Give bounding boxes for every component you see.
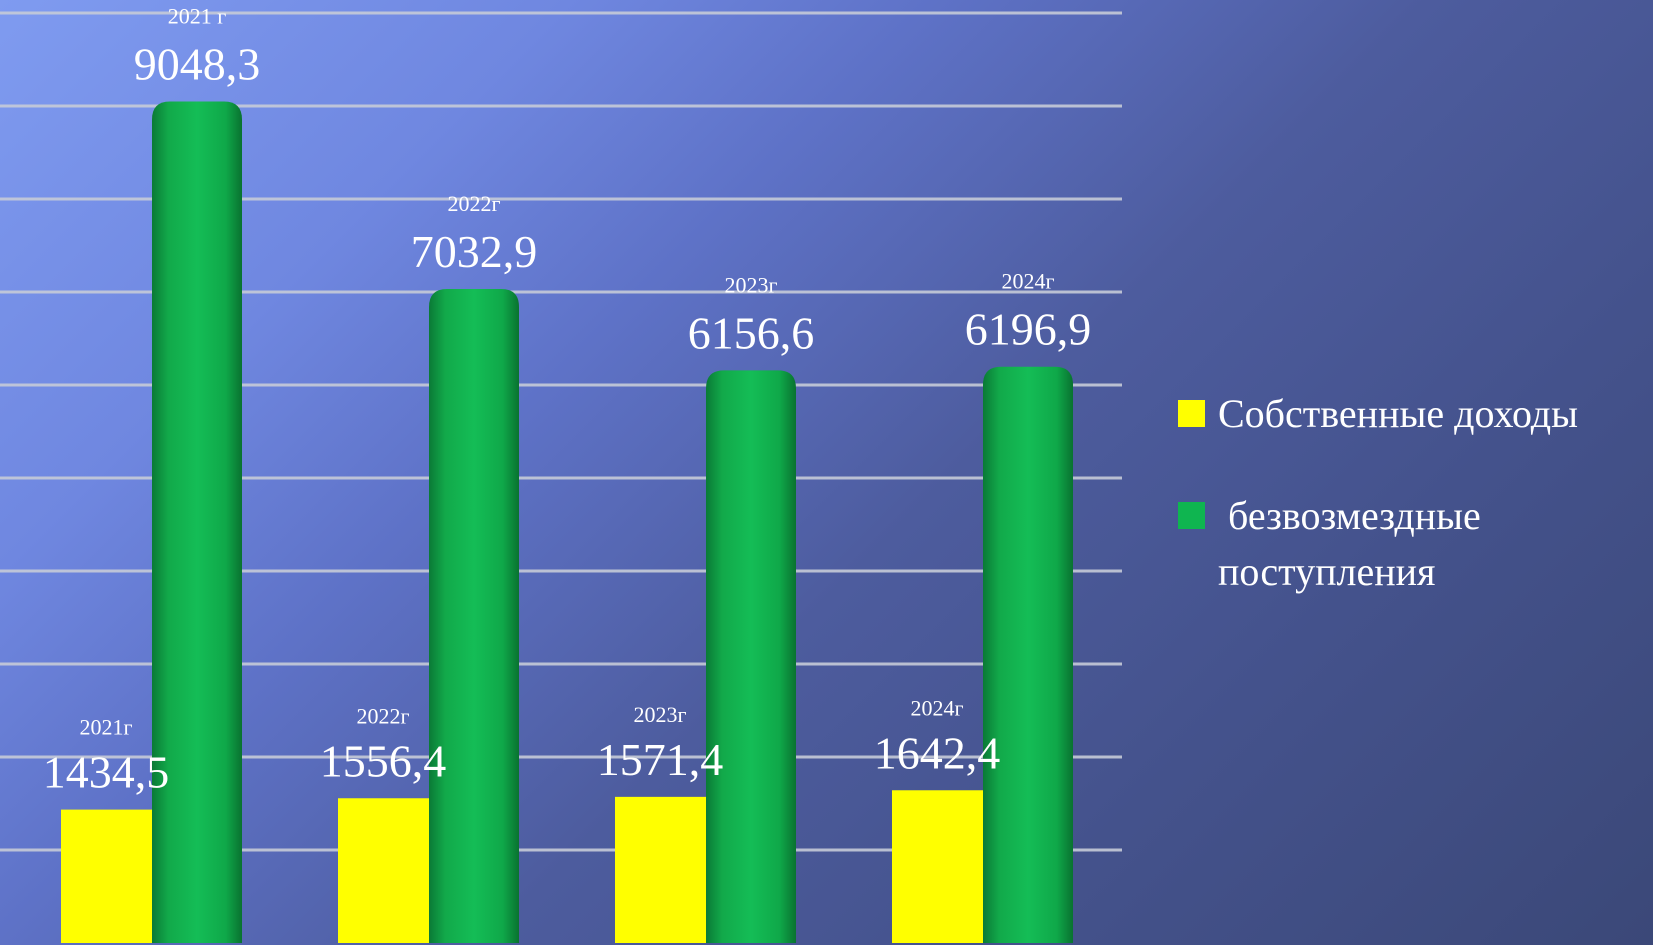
bars (61, 101, 1073, 944)
bar-own-revenue (338, 798, 429, 943)
data-labels: 2021г 1434,5 2021 г 9048,3 2022г 1556,4 2022г 7… (43, 4, 1092, 798)
label-value-grants: 6156,6 (688, 307, 815, 358)
legend-label-own-revenue: Собственные доходы (1218, 391, 1579, 436)
bar-grants (983, 366, 1073, 943)
bar-own-revenue (892, 790, 983, 943)
label-value-own-revenue: 1642,4 (874, 727, 1001, 778)
label-year-grants: 2023г (724, 272, 777, 297)
bar-grants (152, 101, 242, 943)
label-year-own-revenue: 2021г (79, 715, 132, 740)
legend: Собственные доходы безвозмездные поступл… (1178, 386, 1648, 646)
label-year-own-revenue: 2024г (910, 695, 963, 720)
legend-swatch-own-revenue (1178, 400, 1205, 427)
label-value-own-revenue: 1571,4 (597, 734, 724, 785)
legend-item-grants: безвозмездные поступления (1178, 488, 1648, 600)
label-year-grants: 2024г (1001, 269, 1054, 294)
label-year-own-revenue: 2022г (356, 703, 409, 728)
label-value-grants: 7032,9 (411, 226, 538, 277)
label-value-own-revenue: 1434,5 (43, 747, 170, 798)
bar-own-revenue (615, 796, 706, 943)
bar-grants (429, 288, 519, 943)
label-value-grants: 6196,9 (965, 304, 1092, 355)
bar-grants (706, 370, 796, 944)
label-year-own-revenue: 2023г (633, 702, 686, 727)
label-year-grants: 2021 г (168, 4, 227, 29)
label-year-grants: 2022г (447, 191, 500, 216)
bar-own-revenue (61, 809, 152, 943)
legend-swatch-grants (1178, 502, 1205, 529)
legend-item-own-revenue: Собственные доходы (1178, 386, 1648, 442)
label-value-own-revenue: 1556,4 (320, 735, 447, 786)
label-value-grants: 9048,3 (134, 39, 261, 90)
legend-label-grants: безвозмездные поступления (1218, 493, 1491, 594)
